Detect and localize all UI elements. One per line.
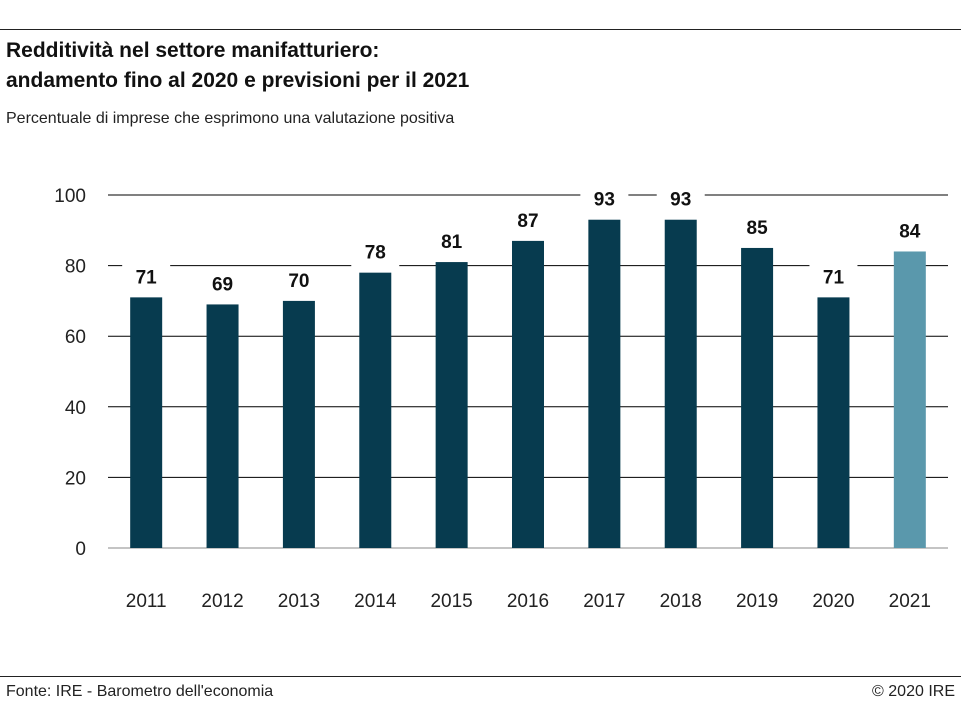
data-label-bg-2019 <box>733 213 782 242</box>
x-tick-label-2013: 2013 <box>278 591 320 612</box>
data-label-2016: 87 <box>517 211 538 232</box>
x-tick-label-2015: 2015 <box>430 591 472 612</box>
y-tick-label-20: 20 <box>65 468 86 489</box>
bar-2021 <box>893 251 926 549</box>
data-label-2018: 93 <box>670 190 691 211</box>
data-label-bg-2021 <box>885 217 934 246</box>
y-tick-label-100: 100 <box>54 186 86 207</box>
chart-title-line-1: Redditività nel settore manifatturiero: <box>6 39 380 62</box>
bottom-rule <box>0 676 961 677</box>
data-label-2019: 85 <box>747 218 769 239</box>
chart-title: Redditività nel settore manifatturiero: … <box>6 36 469 96</box>
bar-2017 <box>588 219 621 548</box>
x-tick-label-2016: 2016 <box>507 591 549 612</box>
x-tick-label-2014: 2014 <box>354 591 397 612</box>
copyright-note: © 2020 IRE <box>872 683 955 700</box>
data-label-bg-2020 <box>809 263 858 292</box>
x-tick-label-2021: 2021 <box>889 591 931 612</box>
data-label-2020: 71 <box>823 267 845 288</box>
top-rule <box>0 29 961 30</box>
y-tick-label-0: 0 <box>75 539 86 560</box>
bar-2018 <box>664 219 697 548</box>
data-label-bg-2012 <box>198 270 247 299</box>
x-axis-ticks: 2011 2012 2013 2014 2015 2016 2017 2018 2019 2020… <box>126 591 931 612</box>
bar-2019 <box>741 247 774 548</box>
bar-2014 <box>359 272 392 548</box>
x-tick-label-2019: 2019 <box>736 591 778 612</box>
data-label-2011: 71 <box>136 267 158 288</box>
x-tick-label-2011: 2011 <box>126 591 167 612</box>
y-tick-label-40: 40 <box>65 398 86 419</box>
data-label-2012: 69 <box>212 274 233 295</box>
data-label-bg-2015 <box>427 228 476 257</box>
data-label-2021: 84 <box>899 221 921 242</box>
data-label-bg-2016 <box>504 206 552 235</box>
data-label-bg-2018 <box>656 185 705 214</box>
data-label-bg-2017 <box>580 185 629 214</box>
bar-2015 <box>435 262 468 548</box>
y-tick-label-80: 80 <box>65 257 86 278</box>
data-label-bg-2014 <box>351 238 400 267</box>
bar-2013 <box>282 300 315 548</box>
bar-2012 <box>206 304 239 548</box>
chart-subtitle: Percentuale di imprese che esprimono una… <box>6 110 455 127</box>
data-labels: 71 69 70 78 81 87 93 93 85 71 84 <box>122 185 934 299</box>
bar-2011 <box>130 297 163 548</box>
chart-title-line-2: andamento fino al 2020 e previsioni per … <box>6 69 470 92</box>
data-label-2013: 70 <box>288 271 309 292</box>
bar-2016 <box>512 240 544 548</box>
bars <box>130 219 926 549</box>
data-label-2015: 81 <box>441 232 463 253</box>
source-note: Fonte: IRE - Barometro dell'economia <box>6 683 274 700</box>
x-tick-label-2020: 2020 <box>812 591 854 612</box>
x-tick-label-2017: 2017 <box>583 591 625 612</box>
data-label-bg-2013 <box>274 266 323 295</box>
data-label-2017: 93 <box>594 190 615 211</box>
data-label-bg-2011 <box>122 263 171 292</box>
data-label-2014: 78 <box>365 243 386 264</box>
x-tick-label-2012: 2012 <box>201 591 243 612</box>
bar-2020 <box>817 297 850 548</box>
y-tick-label-60: 60 <box>65 327 86 348</box>
y-axis-ticks: 0 20 40 60 80 100 <box>54 186 86 560</box>
x-tick-label-2018: 2018 <box>660 591 702 612</box>
